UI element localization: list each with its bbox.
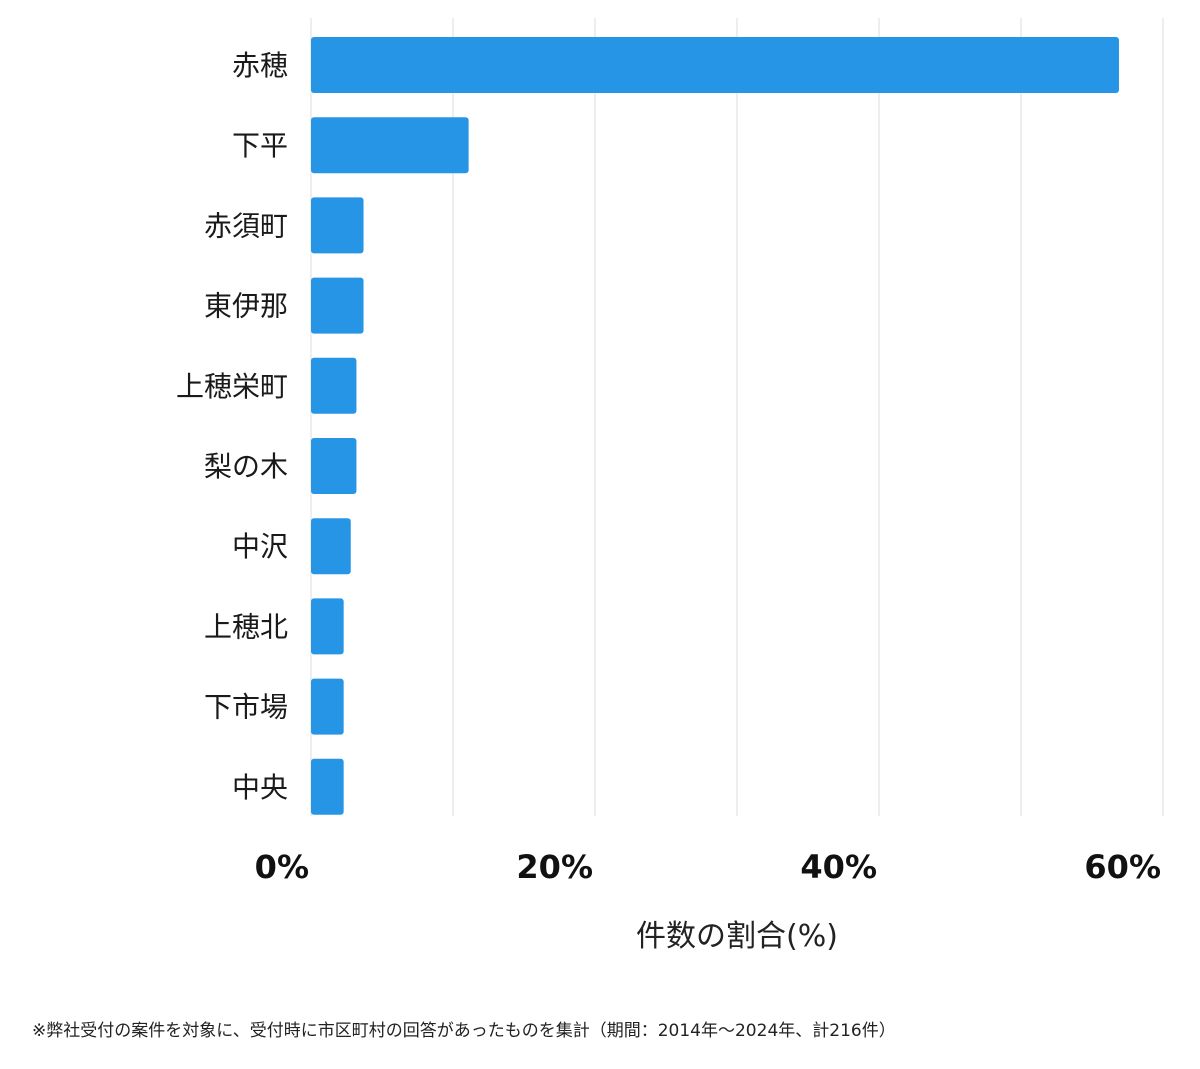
- bar-上穂北: [311, 598, 344, 655]
- category-label: 下平: [232, 129, 288, 162]
- bar-下平: [311, 117, 469, 174]
- category-label: 赤穂: [232, 49, 288, 82]
- x-tick-label: 40%: [800, 848, 877, 886]
- bar-中沢: [311, 518, 351, 575]
- bar-下市場: [311, 678, 344, 735]
- bar-梨の木: [311, 438, 357, 494]
- bar-赤穂: [311, 37, 1119, 93]
- bar-東伊那: [311, 277, 364, 334]
- x-tick-labels: 0% 20% 40% 60%: [255, 848, 1161, 886]
- bar-中央: [311, 758, 344, 815]
- category-label: 上穂栄町: [176, 370, 288, 403]
- bar-上穂栄町: [311, 357, 357, 414]
- footnote: ※弊社受付の案件を対象に、受付時に市区町村の回答があったものを集計（期間：201…: [32, 1021, 896, 1041]
- x-tick-label: 60%: [1084, 848, 1161, 886]
- category-label: 赤須町: [204, 209, 288, 242]
- category-label: 上穂北: [204, 610, 288, 643]
- bars: [311, 37, 1119, 815]
- x-tick-label: 20%: [516, 848, 593, 886]
- category-label: 中央: [232, 771, 288, 804]
- bar-赤須町: [311, 197, 364, 254]
- category-label: 東伊那: [204, 290, 288, 323]
- x-axis-label: 件数の割合(%): [636, 919, 838, 954]
- category-label: 梨の木: [204, 450, 288, 483]
- x-tick-label: 0%: [255, 848, 309, 886]
- category-label: 下市場: [204, 691, 288, 724]
- category-label: 中沢: [232, 530, 288, 563]
